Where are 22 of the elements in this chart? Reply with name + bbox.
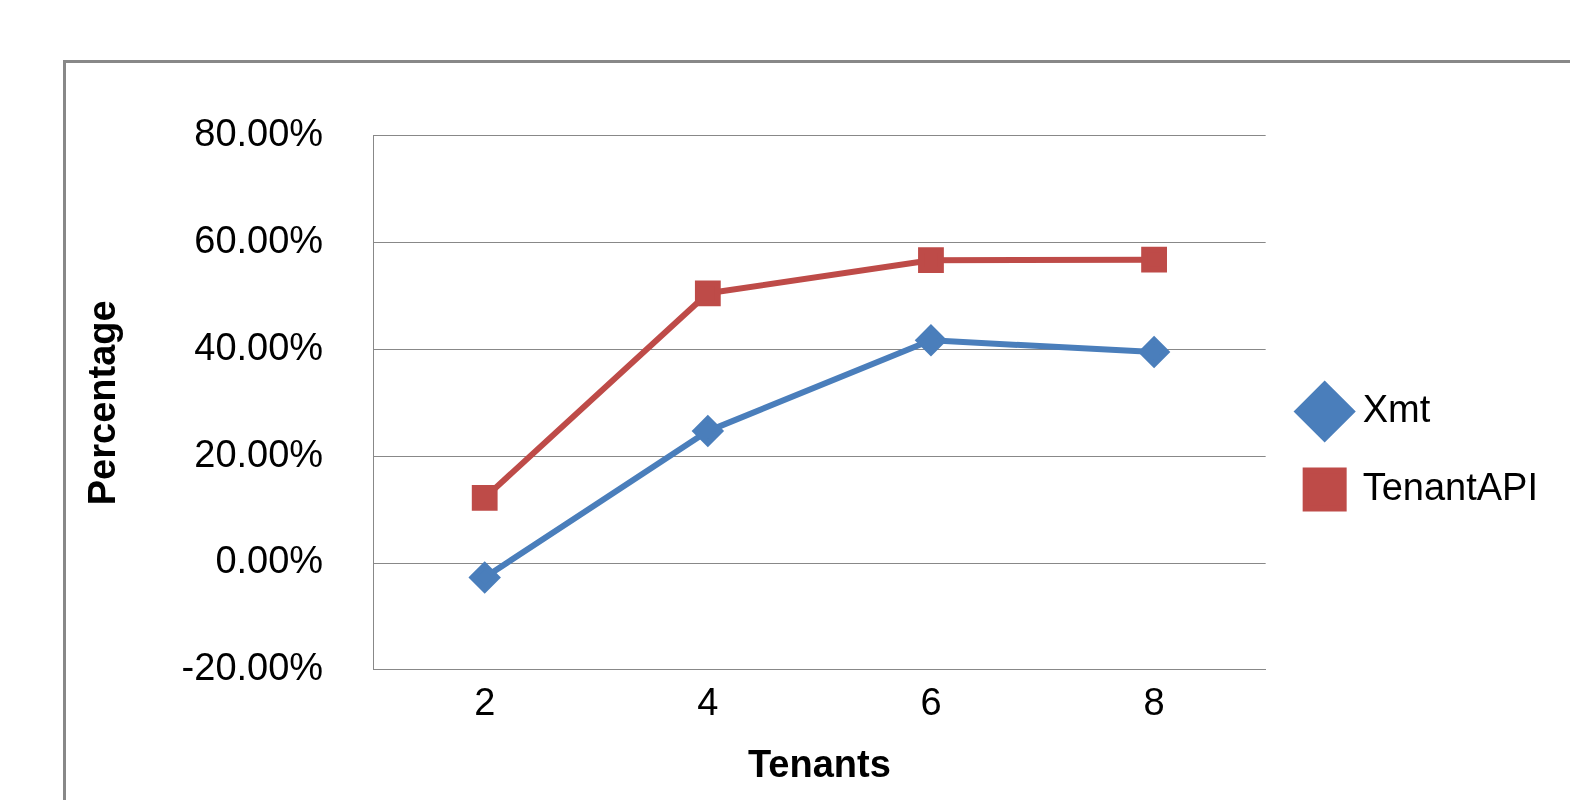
point <box>1139 337 1170 368</box>
y-tick-label: -20.00% <box>181 646 324 689</box>
y-tick-label: 20.00% <box>194 432 324 475</box>
point <box>918 247 944 274</box>
point <box>469 562 500 593</box>
legend-label: TenantAPI <box>1362 465 1538 508</box>
y-tick-label: 80.00% <box>194 112 324 155</box>
legend-label: Xmt <box>1362 387 1431 430</box>
y-tick-label: 0.00% <box>215 539 324 582</box>
point <box>915 325 946 356</box>
point <box>694 280 721 307</box>
x-tick-label: 2 <box>474 681 496 724</box>
x-tick-label: 6 <box>920 681 942 724</box>
y-tick-label: 60.00% <box>194 219 324 262</box>
x-tick-label: 4 <box>697 681 719 724</box>
y-tick-label: 40.00% <box>194 325 324 368</box>
point <box>471 484 498 511</box>
point <box>1141 246 1167 273</box>
point <box>692 416 723 447</box>
y-axis-title: Percentage <box>81 300 124 506</box>
x-axis-title: Tenants <box>747 742 891 785</box>
x-tick-label: 8 <box>1143 681 1165 724</box>
